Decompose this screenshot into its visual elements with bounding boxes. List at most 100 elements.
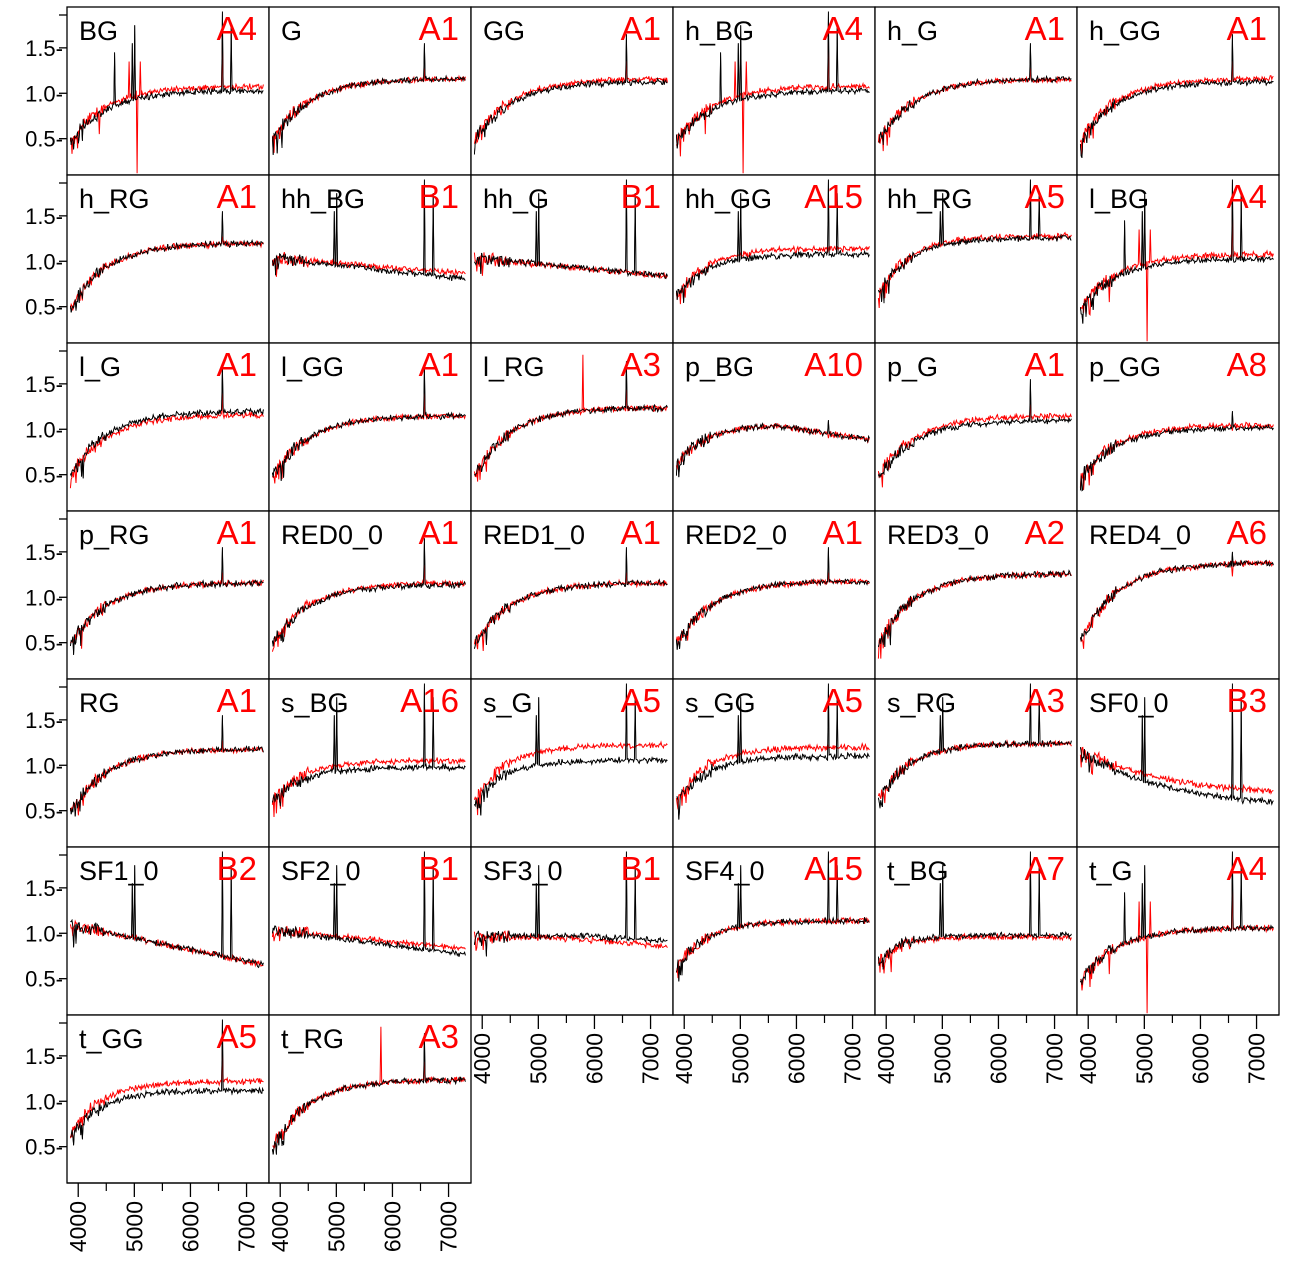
panel-p_GG: p_GG A8 (1076, 342, 1280, 512)
series-line-black-overlay (878, 851, 1072, 970)
series-line-black-overlay (1080, 551, 1274, 642)
panel-code: A1 (217, 346, 257, 383)
x-tick-label: 4000 (469, 1033, 495, 1084)
panel-SF3_0: SF3_0 B1 (470, 846, 674, 1016)
panel-G: G A1 (268, 6, 472, 176)
series-line-black-overlay (272, 179, 466, 281)
y-tick-label: 1.5- (25, 540, 63, 565)
x-tick-label: 4000 (1075, 1033, 1101, 1084)
x-tick-label: 5000 (727, 1033, 753, 1084)
series-line-black-overlay (1080, 851, 1274, 986)
panel-frame (268, 1014, 472, 1184)
series-line-black-overlay (878, 683, 1072, 809)
panel-name: SF1_0 (79, 856, 159, 886)
panel-name: RED4_0 (1089, 520, 1191, 550)
series-line-black-overlay (878, 43, 1072, 146)
panel-name: l_RG (483, 352, 545, 382)
panel-name: SF4_0 (685, 856, 765, 886)
panel-l_GG: l_GG A1 (268, 342, 472, 512)
panel-RED2_0: RED2_0 A1 (672, 510, 876, 680)
y-tick-label: 1.5- (25, 36, 63, 61)
series-line-black-overlay (1080, 411, 1274, 492)
panel-h_GG: h_GG A1 (1076, 6, 1280, 176)
panel-frame (1076, 510, 1280, 680)
panel-SF2_0: SF2_0 B1 (268, 846, 472, 1016)
panel-frame (672, 678, 876, 848)
y-tick-label: 1.0- (25, 417, 63, 442)
y-tick-label: 1.5- (25, 708, 63, 733)
panel-frame (1076, 678, 1280, 848)
panel-name: RED3_0 (887, 520, 989, 550)
series-line-black-overlay (676, 547, 870, 650)
series-line-black-overlay (1080, 34, 1274, 158)
panel-code: A1 (1025, 346, 1065, 383)
panel-frame (66, 174, 270, 344)
panel-frame (66, 342, 270, 512)
panel-code: A1 (419, 346, 459, 383)
panel-t_GG: t_GG A5 (66, 1014, 270, 1184)
panel-code: A15 (804, 850, 863, 887)
series-line-red (473, 252, 668, 280)
panel-code: A1 (823, 514, 863, 551)
panel-code: A3 (419, 1018, 459, 1055)
series-line-black-overlay (70, 1019, 264, 1146)
panel-s_BG: s_BG A16 (268, 678, 472, 848)
panel-l_BG: l_BG A4 (1076, 174, 1280, 344)
series-line-black-overlay (878, 179, 1072, 304)
panel-name: t_GG (79, 1024, 144, 1054)
panel-name: hh_GG (685, 184, 772, 214)
panel-code: A15 (804, 178, 863, 215)
y-tick-label: 1.5- (25, 204, 63, 229)
series-line-red (675, 742, 870, 810)
panel-code: B1 (621, 850, 661, 887)
y-tick-label: 0.5- (25, 631, 63, 656)
series-line-red (69, 572, 264, 649)
panel-name: SF0_0 (1089, 688, 1169, 718)
x-tick-label: 4000 (671, 1033, 697, 1084)
panel-RED0_0: RED0_0 A1 (268, 510, 472, 680)
panel-name: GG (483, 16, 525, 46)
panel-code: A5 (621, 682, 661, 719)
panel-h_BG: h_BG A4 (672, 6, 876, 176)
panel-code: A3 (1025, 682, 1065, 719)
panel-l_RG: l_RG A3 (470, 342, 674, 512)
panel-name: BG (79, 16, 118, 46)
panel-name: t_G (1089, 856, 1133, 886)
panel-code: A1 (621, 514, 661, 551)
panel-code: A1 (1227, 10, 1267, 47)
panel-code: A3 (621, 346, 661, 383)
panel-frame (268, 6, 472, 176)
panel-code: A16 (400, 682, 459, 719)
x-tick-label: 5000 (1131, 1033, 1157, 1084)
panel-t_RG: t_RG A3 (268, 1014, 472, 1184)
series-line-black-overlay (474, 547, 668, 649)
panel-frame (874, 6, 1078, 176)
panel-p_G: p_G A1 (874, 342, 1078, 512)
series-line-black-overlay (70, 11, 264, 150)
y-tick-label: 1.0- (25, 1089, 63, 1114)
panel-code: A2 (1025, 514, 1065, 551)
x-tick-label: 7000 (1042, 1033, 1068, 1084)
y-tick-label: 0.5- (25, 463, 63, 488)
series-line-red (877, 231, 1072, 309)
panel-frame (672, 510, 876, 680)
panel-frame (672, 846, 876, 1016)
series-line-red (473, 740, 668, 816)
panel-hh_GG: hh_GG A15 (672, 174, 876, 344)
y-tick-label: 1.0- (25, 921, 63, 946)
series-line-black-overlay (1080, 179, 1274, 324)
panel-code: A1 (419, 514, 459, 551)
panel-name: RED2_0 (685, 520, 787, 550)
panel-code: A10 (804, 346, 863, 383)
panel-code: A5 (217, 1018, 257, 1055)
panel-name: RED1_0 (483, 520, 585, 550)
panel-code: A1 (419, 10, 459, 47)
panel-code: A1 (621, 10, 661, 47)
panel-frame (470, 510, 674, 680)
y-tick-label: 1.0- (25, 81, 63, 106)
series-line-black-overlay (474, 179, 668, 280)
panel-SF1_0: SF1_0 B2 (66, 846, 270, 1016)
panel-name: s_BG (281, 688, 349, 718)
y-tick-label: 0.5- (25, 799, 63, 824)
